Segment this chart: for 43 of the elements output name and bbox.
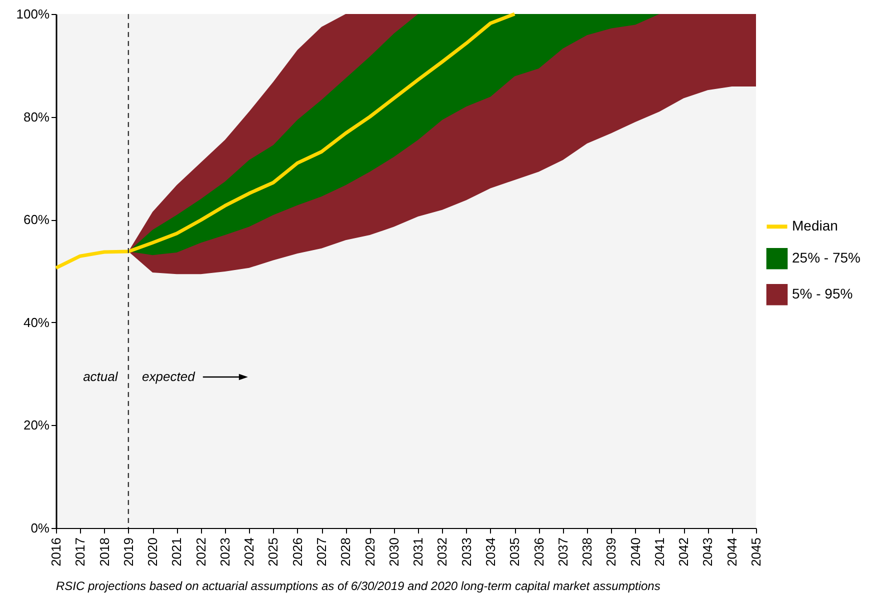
x-tick-label: 2027 xyxy=(314,538,330,566)
x-tick-label: 2032 xyxy=(434,538,450,566)
x-tick-label: 2021 xyxy=(169,538,184,566)
x-tick-label: 2040 xyxy=(628,538,643,566)
x-tick-label: 2035 xyxy=(507,538,522,566)
x-tick-label: 2017 xyxy=(72,538,88,566)
x-tick-label: 2030 xyxy=(386,538,402,566)
x-tick-label: 2020 xyxy=(145,538,160,566)
x-tick-label: 2043 xyxy=(700,538,716,566)
x-tick-label: 2037 xyxy=(555,538,570,566)
text: RSIC projections based on actuarial assumptions as of 6/30/2019 and 2020 long-term capital market assumptions xyxy=(56,579,660,593)
x-tick-label: 2025 xyxy=(266,538,281,566)
x-tick-label: 2041 xyxy=(652,538,667,566)
x-tick-label: 2016 xyxy=(48,538,64,566)
annotation: actual xyxy=(83,369,119,384)
x-tick-label: 2022 xyxy=(193,538,208,566)
x-tick-label: 2029 xyxy=(362,538,378,566)
x-tick-label: 2023 xyxy=(217,538,232,566)
x-tick-label: 2044 xyxy=(724,538,740,566)
y-tick-label: 100% xyxy=(16,6,50,22)
y-tick-label: 40% xyxy=(23,314,50,330)
x-tick-label: 2019 xyxy=(120,538,136,566)
legend-label: 25% - 75% xyxy=(792,250,860,266)
legend-label: Median xyxy=(792,218,838,234)
y-tick-label: 20% xyxy=(23,418,50,433)
x-tick-label: 2024 xyxy=(242,538,257,566)
x-tick-label: 2042 xyxy=(676,538,692,566)
legend-label: 5% - 95% xyxy=(792,286,853,302)
x-tick-label: 2034 xyxy=(482,538,498,566)
y-tick-label: 80% xyxy=(23,109,50,124)
x-tick-label: 2028 xyxy=(338,538,354,566)
y-tick-label: 0% xyxy=(30,520,50,536)
x-tick-label: 2026 xyxy=(290,538,305,566)
x-tick-label: 2039 xyxy=(604,538,619,566)
x-tick-label: 2031 xyxy=(410,538,426,566)
x-tick-label: 2045 xyxy=(748,538,764,566)
x-tick-label: 2038 xyxy=(580,538,595,566)
annotation: expected xyxy=(142,369,196,384)
x-tick-label: 2036 xyxy=(531,538,546,566)
y-tick-label: 60% xyxy=(23,212,50,228)
x-tick-label: 2018 xyxy=(96,538,112,566)
x-tick-label: 2033 xyxy=(458,538,474,566)
line-series xyxy=(54,12,516,270)
